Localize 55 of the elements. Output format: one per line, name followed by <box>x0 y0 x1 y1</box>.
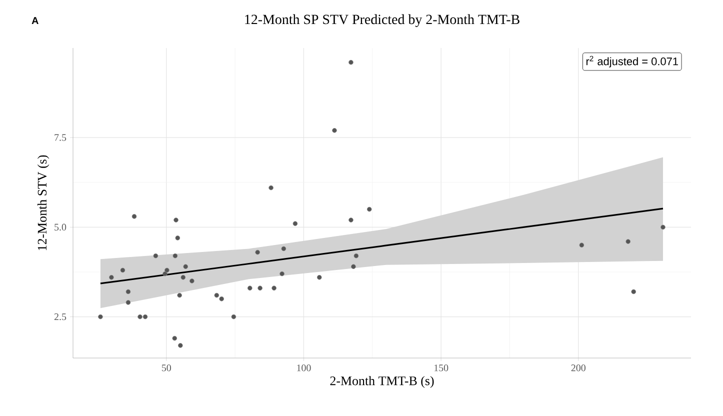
point <box>153 253 158 258</box>
point <box>120 268 126 273</box>
point <box>626 239 631 244</box>
point <box>247 286 252 291</box>
y-tick-label: 5.0 <box>54 224 66 231</box>
x-tick-label: 200 <box>571 364 586 372</box>
point <box>214 292 220 298</box>
point <box>98 314 103 320</box>
x-tick-label: 150 <box>434 364 448 372</box>
point <box>162 271 168 276</box>
y-axis-title: 12-Month STV (s) <box>37 155 50 250</box>
point <box>183 264 188 270</box>
x-tick-label: 100 <box>297 364 311 372</box>
y-tick-label: 7.5 <box>54 134 66 141</box>
point <box>316 274 322 280</box>
annotation: r$^{2}$ adjusted = 0.071 <box>586 56 678 68</box>
line-series <box>100 208 664 284</box>
point <box>280 271 284 276</box>
point <box>177 292 182 298</box>
point <box>332 128 337 133</box>
point <box>164 268 170 273</box>
point <box>172 253 178 258</box>
point <box>351 264 356 270</box>
point <box>354 253 359 258</box>
point <box>126 300 131 305</box>
point <box>579 242 584 248</box>
point <box>190 278 194 284</box>
point <box>180 274 186 280</box>
point <box>348 60 354 65</box>
point <box>255 250 260 255</box>
x-axis-title: 2-Month TMT-B (s) <box>330 376 434 388</box>
x-tick-label: 50 <box>162 364 171 372</box>
point <box>172 336 178 341</box>
chart-title: 12-Month SP STV Predicted by 2-Month TMT-B <box>245 14 520 28</box>
point <box>138 314 142 320</box>
point <box>126 289 131 294</box>
y-tick-label: 2.5 <box>54 313 66 320</box>
point <box>231 314 236 320</box>
point <box>175 236 180 240</box>
point <box>272 286 276 291</box>
point <box>660 224 666 230</box>
point <box>132 214 137 219</box>
point <box>348 218 354 222</box>
point <box>109 274 114 280</box>
point <box>268 185 274 190</box>
point <box>174 218 178 222</box>
point <box>292 221 298 226</box>
point <box>631 289 636 294</box>
point <box>258 286 262 291</box>
point <box>366 206 372 212</box>
point <box>142 314 148 320</box>
point <box>219 296 224 302</box>
point <box>281 246 286 252</box>
point <box>178 343 183 348</box>
text: A <box>32 17 38 24</box>
